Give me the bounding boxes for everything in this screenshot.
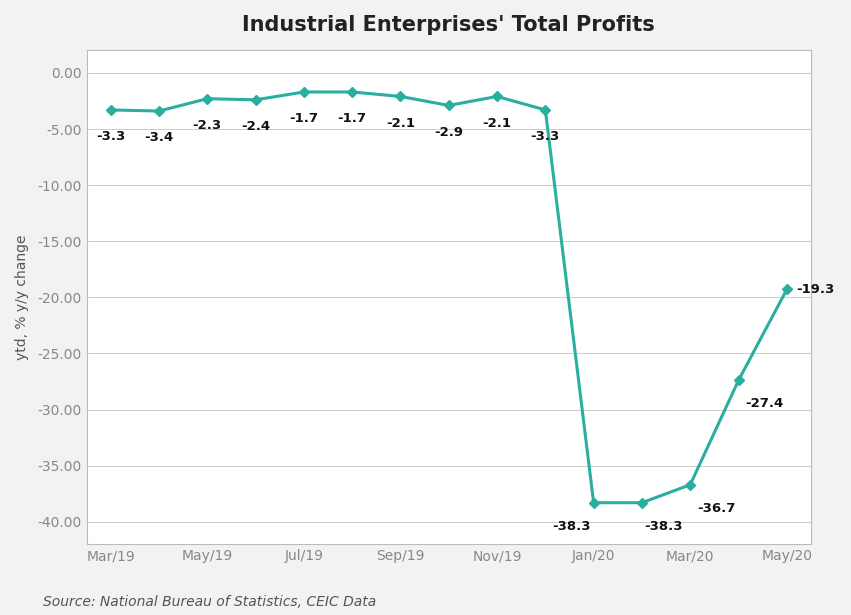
Text: -2.9: -2.9 [434,125,463,138]
Text: -3.3: -3.3 [531,130,560,143]
Text: -1.7: -1.7 [289,112,318,125]
Text: -1.7: -1.7 [338,112,367,125]
Title: Industrial Enterprises' Total Profits: Industrial Enterprises' Total Profits [243,15,655,35]
Text: -2.1: -2.1 [386,117,415,130]
Text: -2.1: -2.1 [483,117,511,130]
Text: Source: National Bureau of Statistics, CEIC Data: Source: National Bureau of Statistics, C… [43,595,376,609]
Text: -36.7: -36.7 [698,502,736,515]
Text: -19.3: -19.3 [797,283,835,296]
Text: -2.3: -2.3 [192,119,222,132]
Text: -3.3: -3.3 [96,130,125,143]
Text: -27.4: -27.4 [745,397,784,410]
Y-axis label: ytd, % y/y change: ytd, % y/y change [15,234,29,360]
Text: -38.3: -38.3 [552,520,591,533]
Text: -38.3: -38.3 [644,520,683,533]
Text: -2.4: -2.4 [241,120,270,133]
Text: -3.4: -3.4 [145,131,174,145]
